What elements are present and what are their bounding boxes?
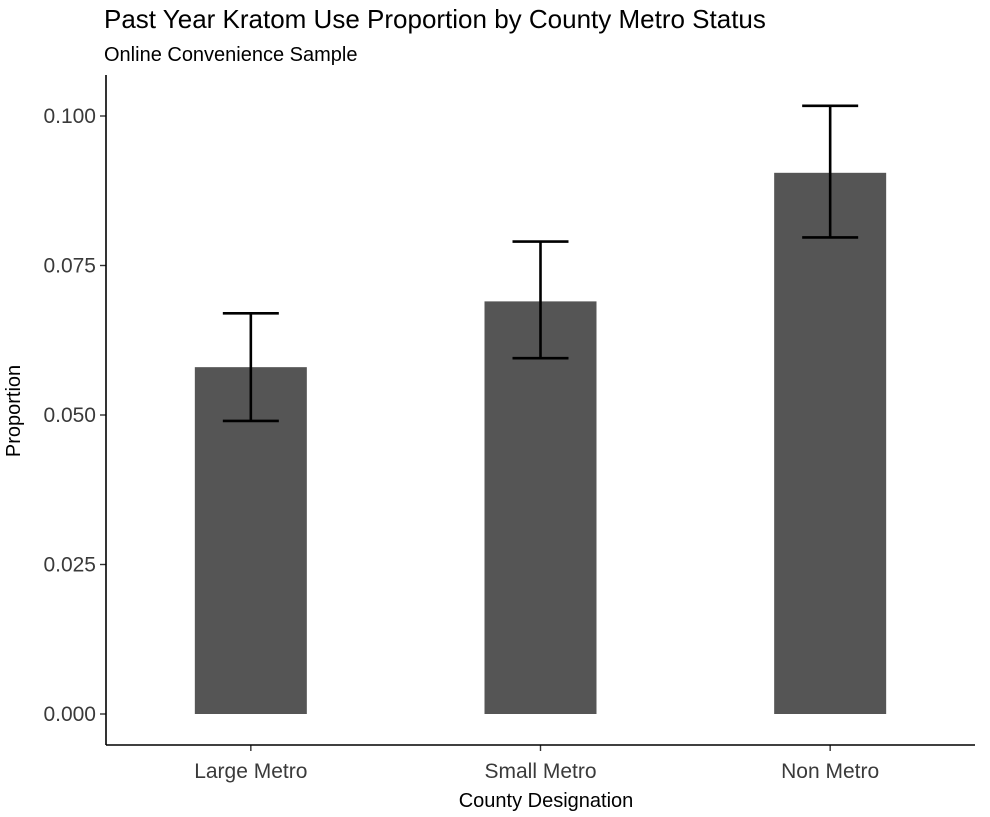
bar-non-metro (774, 172, 887, 714)
chart-subtitle: Online Convenience Sample (104, 44, 358, 66)
y-tick-label: 0.100 (43, 105, 96, 128)
bars-group (194, 172, 887, 714)
errorbar (222, 312, 279, 423)
errorbar (802, 104, 859, 239)
x-tick-label: Large Metro (194, 760, 307, 783)
x-axis-title: County Designation (459, 790, 634, 812)
errorbars-group (222, 104, 859, 423)
errorbar (512, 240, 569, 360)
y-axis-title: Proportion (3, 365, 25, 457)
x-axis-ticks: Large Metro Small Metro Non Metro (194, 745, 879, 783)
y-tick-label: 0.075 (43, 255, 96, 278)
y-tick-label: 0.025 (43, 554, 96, 577)
y-tick-label: 0.050 (43, 404, 96, 427)
x-tick-label: Non Metro (781, 760, 879, 783)
bar-small-metro (484, 301, 597, 714)
x-tick-label: Small Metro (484, 760, 596, 783)
bar-large-metro (194, 367, 307, 714)
y-tick-label: 0.000 (43, 703, 96, 726)
chart-title: Past Year Kratom Use Proportion by Count… (104, 4, 766, 34)
y-axis-ticks: 0.000 0.025 0.050 0.075 0.100 (43, 105, 106, 726)
